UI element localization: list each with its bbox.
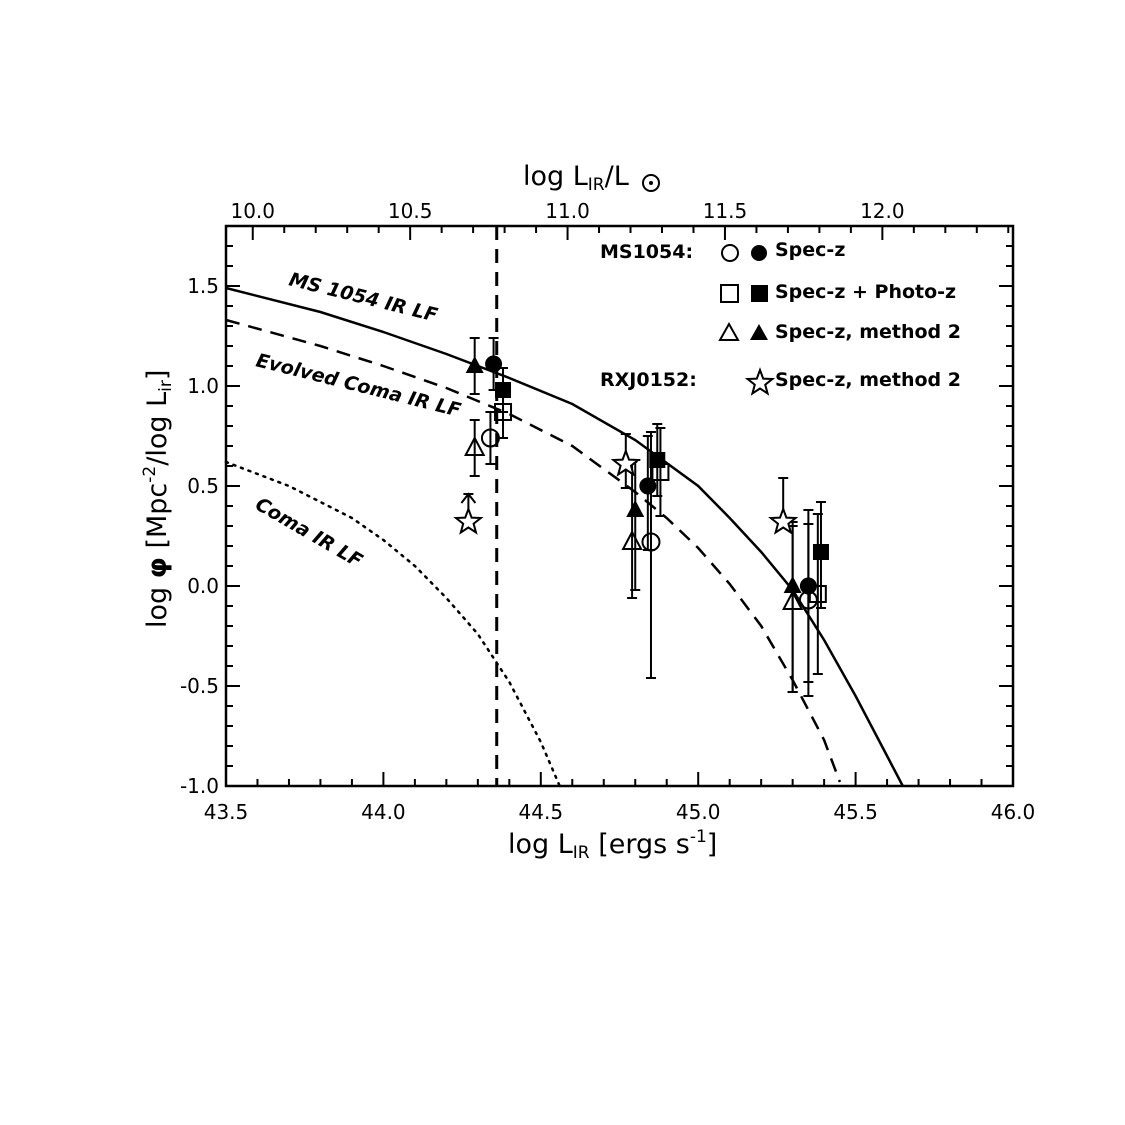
y-tick-label: -0.5 [180,674,219,698]
sun-symbol-icon [642,174,660,192]
y-tick-label: 0.5 [187,474,219,498]
point-star-open [768,506,799,535]
point-circle-filled [485,355,503,373]
legend: MS1054: Spec-z Spec-z + Photo-z Spec-z, … [600,239,961,396]
legend-entry-spec-z: Spec-z [775,239,845,261]
legend-entry-method-2: Spec-z, method 2 [775,321,961,343]
point-triangle-open [464,435,486,456]
x-axis-title: log LIR [ergs s-1] [508,827,717,863]
data-points [453,337,829,697]
y-tick-label: -1.0 [180,774,219,798]
point-star-open [453,506,484,535]
x-tick-label: 44.5 [519,800,564,824]
y-axis-title: log φ [Mpc-2/log Lir] [140,370,176,628]
axis-ticks [225,225,1014,787]
x-tick-label: 45.0 [676,800,721,824]
legend-entry-rxj-method-2: Spec-z, method 2 [775,369,961,391]
x-tick-label: 45.5 [833,800,878,824]
y-tick-labels: -1.0 -0.5 0.0 0.5 1.0 1.5 [180,274,219,798]
legend-star-shape [744,367,776,396]
legend-marker-square-filled [751,285,768,302]
point-triangle-open [621,529,643,550]
legend-group-rxj0152: RXJ0152: [600,369,697,391]
legend-marker-triangle-filled [750,324,768,340]
point-square-filled [812,544,829,560]
point-square-open [808,585,827,603]
y-tick-label: 0.0 [187,574,219,598]
point-triangle-filled [465,356,484,373]
legend-marker-circle-open [721,244,739,262]
curve-dotted [224,460,561,788]
top-tick-label: 12.0 [860,199,905,223]
point-triangle-filled [783,576,802,593]
legend-marker-square-open [720,284,739,303]
point-square-filled [649,452,666,468]
legend-marker-star-open [744,367,776,396]
point-circle-filled [639,477,657,495]
point-star-open [610,448,641,477]
x-tick-label: 44.0 [361,800,406,824]
lower-limit-arrow [460,492,477,504]
top-tick-label: 11.5 [703,199,748,223]
curve-solid [225,286,904,787]
top-tick-label: 11.0 [545,199,590,223]
point-square-filled [495,382,512,398]
legend-entry-spec-photo-z: Spec-z + Photo-z [775,281,956,303]
top-axis-tick-labels: 10.0 10.5 11.0 11.5 12.0 [230,199,904,223]
top-tick-label: 10.0 [230,199,275,223]
x-tick-label: 46.0 [991,800,1036,824]
legend-marker-circle-filled [751,245,767,261]
y-tick-label: 1.5 [187,274,219,298]
x-tick-labels: 43.5 44.0 44.5 45.0 45.5 46.0 [204,800,1036,824]
top-tick-label: 10.5 [388,199,433,223]
x-tick-label: 43.5 [204,800,249,824]
point-triangle-filled [626,500,645,517]
top-axis-title: log LIR/L [523,161,629,195]
legend-group-ms1054: MS1054: [600,241,693,263]
y-tick-label: 1.0 [187,374,219,398]
legend-marker-triangle-open [718,321,740,341]
point-circle-filled [799,577,817,595]
